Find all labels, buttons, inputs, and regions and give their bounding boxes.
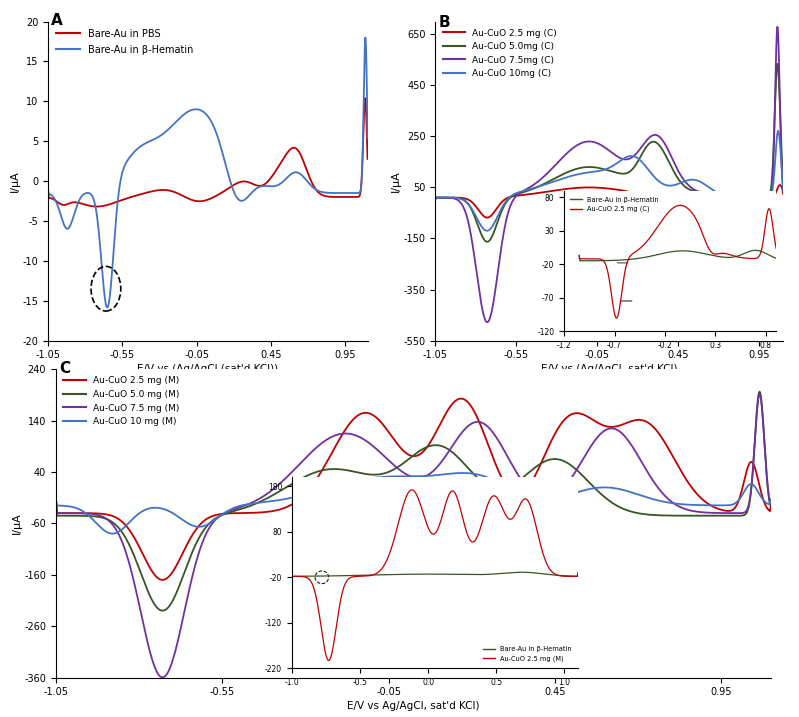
Y-axis label: I/μA: I/μA <box>10 170 19 192</box>
Text: C: C <box>59 361 70 376</box>
X-axis label: E/V vs (Ag/AgCl, sat'd KCl): E/V vs (Ag/AgCl, sat'd KCl) <box>541 364 678 374</box>
X-axis label: E/V vs (Ag/AgCl (sat'd KCl)): E/V vs (Ag/AgCl (sat'd KCl)) <box>137 364 278 374</box>
Legend: Bare-Au in PBS, Bare-Au in β-Hematin: Bare-Au in PBS, Bare-Au in β-Hematin <box>53 27 196 58</box>
Text: A: A <box>51 14 62 29</box>
Legend: Au-CuO 2.5 mg (M), Au-CuO 5.0 mg (M), Au-CuO 7.5 mg (M), Au-CuO 10 mg (M): Au-CuO 2.5 mg (M), Au-CuO 5.0 mg (M), Au… <box>61 374 182 429</box>
X-axis label: E/V vs Ag/AgCl, sat'd KCl): E/V vs Ag/AgCl, sat'd KCl) <box>348 701 479 711</box>
Y-axis label: I/μA: I/μA <box>391 170 401 192</box>
Text: B: B <box>439 14 451 29</box>
Y-axis label: I/μA: I/μA <box>11 513 22 534</box>
Legend: Au-CuO 2.5 mg (C), Au-CuO 5.0mg (C), Au-CuO 7.5mg (C), Au-CuO 10mg (C): Au-CuO 2.5 mg (C), Au-CuO 5.0mg (C), Au-… <box>440 26 560 81</box>
